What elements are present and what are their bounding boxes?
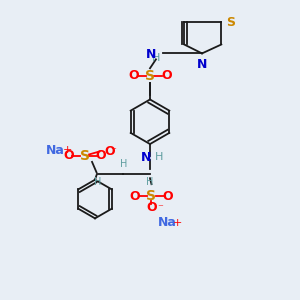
Text: Na: Na bbox=[46, 143, 65, 157]
Text: O: O bbox=[104, 145, 115, 158]
Text: O: O bbox=[161, 69, 172, 82]
Text: H: H bbox=[120, 159, 127, 169]
Text: S: S bbox=[80, 149, 90, 163]
Text: O: O bbox=[163, 190, 173, 202]
Text: O: O bbox=[128, 69, 139, 82]
Text: ⁻: ⁻ bbox=[110, 146, 116, 157]
Text: O: O bbox=[96, 149, 106, 162]
Text: H: H bbox=[146, 177, 154, 187]
Text: H: H bbox=[152, 53, 160, 63]
Text: +: + bbox=[172, 218, 182, 228]
Text: N: N bbox=[146, 48, 156, 62]
Text: H: H bbox=[94, 177, 102, 187]
Text: H: H bbox=[154, 152, 163, 162]
Text: O: O bbox=[63, 149, 74, 162]
Text: Na: Na bbox=[158, 216, 176, 229]
Text: O: O bbox=[130, 190, 140, 202]
Text: S: S bbox=[146, 189, 157, 203]
Text: S: S bbox=[145, 69, 155, 83]
Text: S: S bbox=[226, 16, 235, 29]
Text: +: + bbox=[62, 145, 72, 155]
Text: N: N bbox=[141, 151, 152, 164]
Text: N: N bbox=[197, 58, 207, 71]
Text: O: O bbox=[146, 202, 157, 214]
Text: ⁻: ⁻ bbox=[158, 203, 163, 213]
